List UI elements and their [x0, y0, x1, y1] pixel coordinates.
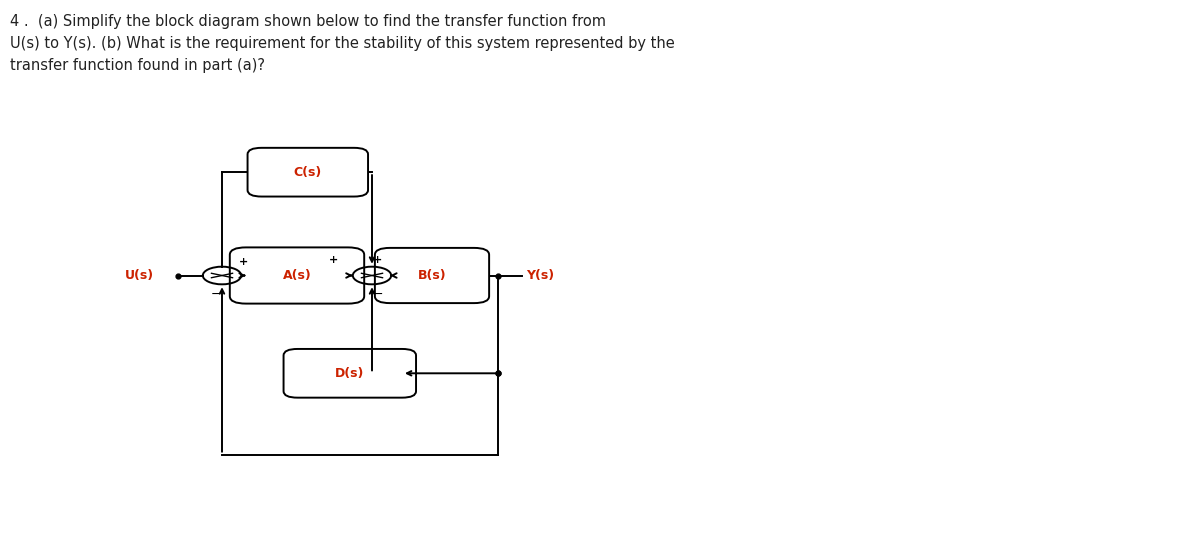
Text: +: + — [239, 257, 247, 267]
Text: +: + — [329, 255, 338, 264]
Text: C(s): C(s) — [294, 166, 322, 179]
Text: B(s): B(s) — [418, 269, 446, 282]
FancyBboxPatch shape — [283, 349, 416, 398]
Text: −: − — [211, 288, 222, 301]
FancyBboxPatch shape — [247, 148, 368, 197]
Text: +: + — [373, 255, 383, 264]
Text: Y(s): Y(s) — [526, 269, 553, 282]
Text: −: − — [372, 288, 383, 301]
Text: A(s): A(s) — [283, 269, 311, 282]
Text: D(s): D(s) — [335, 367, 365, 380]
Text: 4 .  (a) Simplify the block diagram shown below to find the transfer function fr: 4 . (a) Simplify the block diagram shown… — [10, 14, 674, 73]
FancyBboxPatch shape — [374, 248, 490, 303]
Text: U(s): U(s) — [125, 269, 154, 282]
FancyBboxPatch shape — [230, 247, 365, 304]
